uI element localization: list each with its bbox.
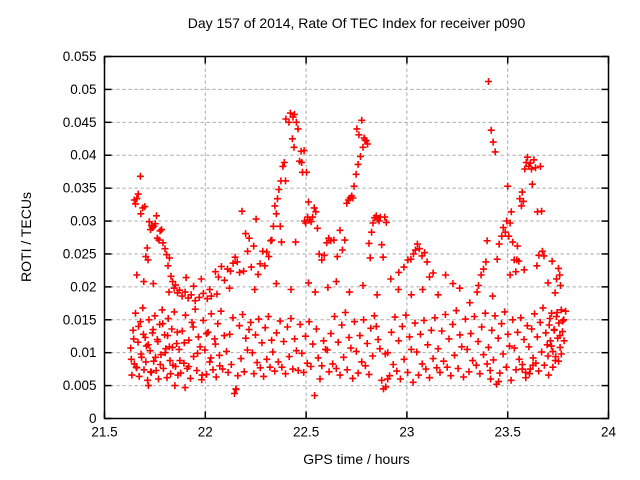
plot-border (103, 55, 610, 420)
y-tick-label: 0.025 (63, 246, 97, 261)
x-tick-label: 22 (198, 425, 213, 440)
data-points (127, 78, 570, 399)
y-tick-label: 0.035 (63, 181, 97, 196)
y-tick-label: 0.01 (70, 345, 96, 360)
x-tick-label: 23 (399, 425, 414, 440)
x-tick-label: 22.5 (293, 425, 319, 440)
y-tick-label: 0.05 (70, 82, 96, 97)
y-tick-label: 0.045 (63, 115, 97, 130)
x-axis-label: GPS time / hours (303, 451, 410, 467)
x-tick-label: 21.5 (91, 425, 117, 440)
y-tick-label: 0.02 (70, 279, 96, 294)
y-tick-label: 0.015 (63, 312, 97, 327)
y-tick-label: 0.03 (70, 214, 96, 229)
x-tick-label: 24 (601, 425, 617, 440)
y-tick-label: 0.005 (63, 378, 97, 393)
y-tick-label: 0 (89, 411, 97, 426)
y-tick-label: 0.055 (63, 49, 97, 64)
y-tick-label: 0.04 (70, 148, 97, 163)
chart-title: Day 157 of 2014, Rate Of TEC Index for r… (187, 15, 526, 31)
x-tick-label: 23.5 (495, 425, 521, 440)
